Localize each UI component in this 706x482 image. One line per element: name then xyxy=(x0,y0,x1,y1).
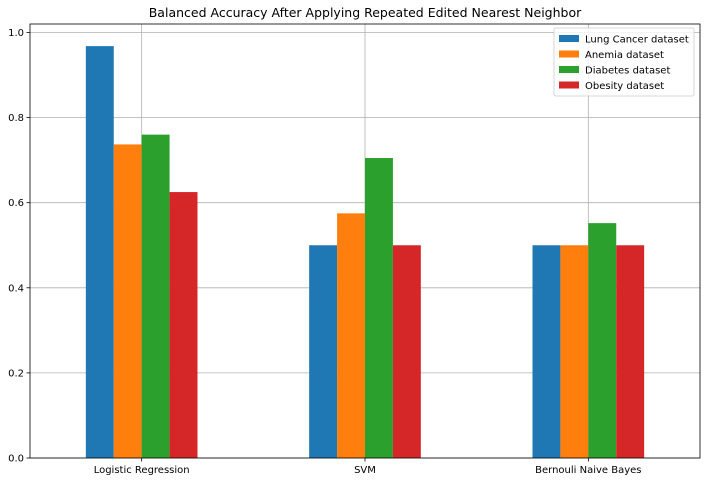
y-tick-label: 0.6 xyxy=(8,198,24,209)
legend-label: Diabetes dataset xyxy=(585,66,670,77)
y-tick-label: 0.8 xyxy=(8,113,24,124)
bar xyxy=(532,245,561,458)
legend-swatch xyxy=(559,81,579,89)
y-tick-label: 0.4 xyxy=(8,283,24,294)
bar xyxy=(365,158,393,458)
legend: Lung Cancer dataset Anemia dataset Diabete… xyxy=(553,27,695,97)
legend-label: Lung Cancer dataset xyxy=(585,35,689,46)
chart-title: Balanced Accuracy After Applying Repeate… xyxy=(149,5,582,20)
legend-label: Obesity dataset xyxy=(585,81,664,92)
bar xyxy=(588,223,617,458)
bar xyxy=(392,245,421,458)
legend-swatch xyxy=(559,66,579,73)
legend-label: Anemia dataset xyxy=(585,50,664,61)
legend-box xyxy=(553,27,695,97)
x-tick-label: SVM xyxy=(354,465,376,476)
bars xyxy=(85,46,645,459)
bar xyxy=(560,245,589,458)
y-tick-label: 0.2 xyxy=(8,368,24,379)
bar xyxy=(309,245,338,458)
bar xyxy=(169,192,198,458)
y-axis: 0.0 0.2 0.4 0.6 0.8 1.0 xyxy=(8,28,30,465)
bar xyxy=(141,134,170,459)
x-axis: Logistic Regression SVM Bernouli Naive Bay… xyxy=(94,458,642,476)
x-tick-label: Bernouli Naive Bayes xyxy=(535,465,641,476)
legend-swatch xyxy=(559,35,579,42)
bar xyxy=(85,46,114,458)
bar xyxy=(337,213,365,458)
x-tick-label: Logistic Regression xyxy=(94,465,190,476)
bar xyxy=(113,144,142,458)
y-tick-label: 0.0 xyxy=(8,454,24,465)
y-tick-label: 1.0 xyxy=(8,28,24,39)
legend-swatch xyxy=(559,50,579,58)
bar xyxy=(616,245,645,458)
